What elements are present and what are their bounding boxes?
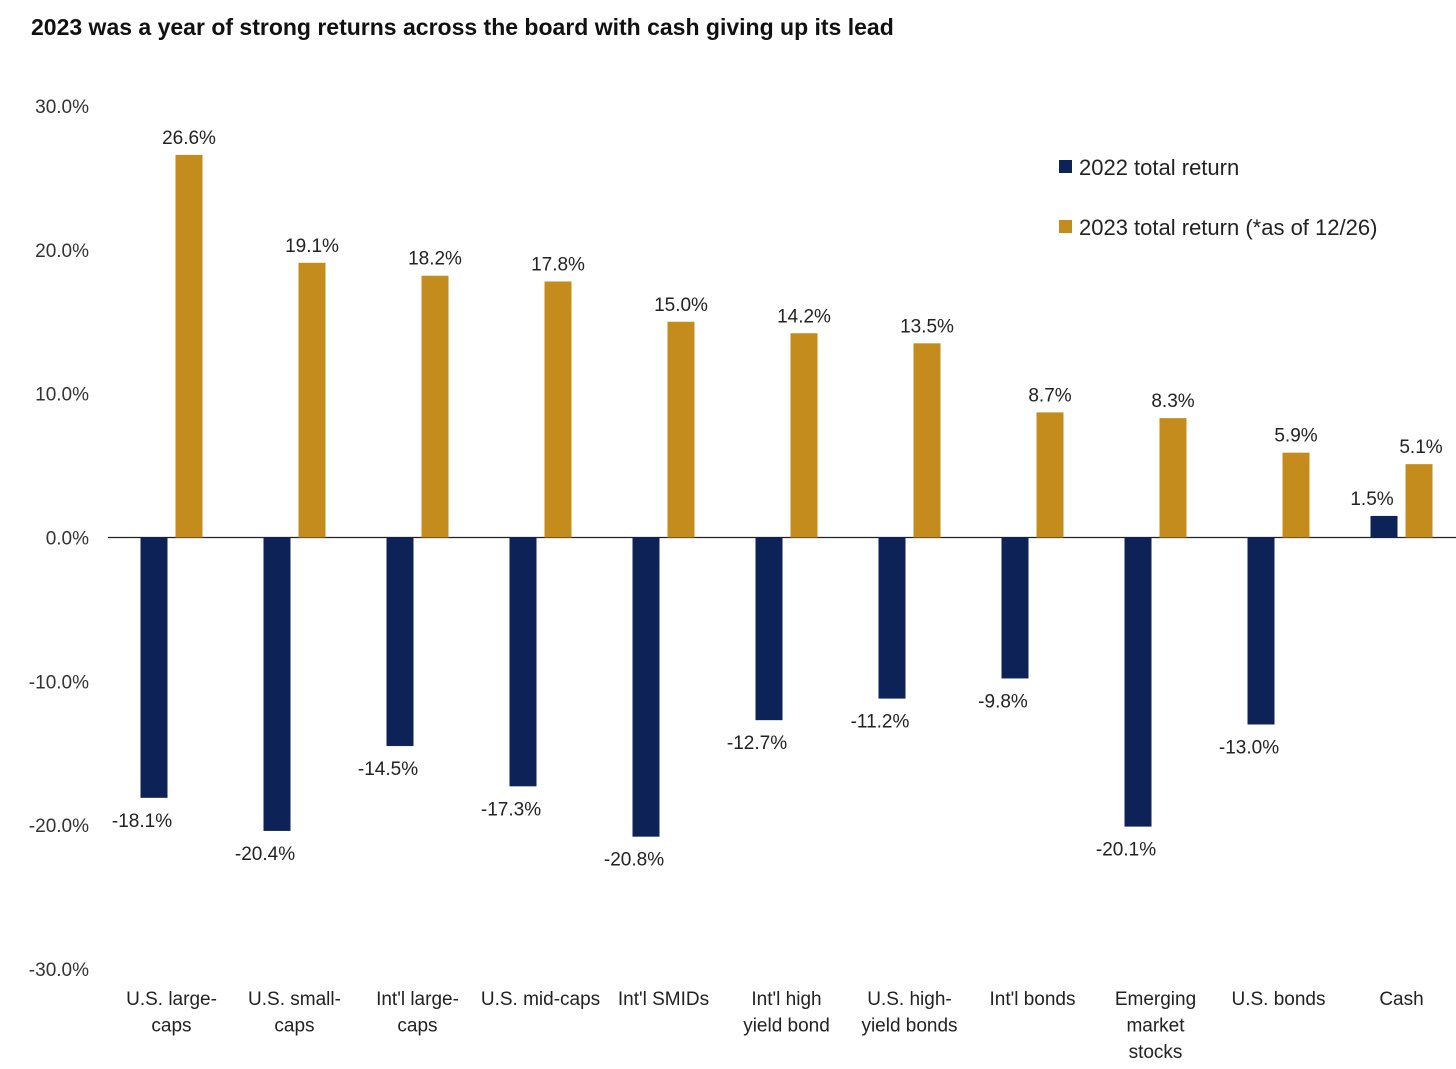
y-tick-label: 30.0%: [35, 97, 89, 118]
bar-2022: [386, 537, 414, 747]
bar-2022: [755, 537, 783, 721]
data-label-2022: -20.1%: [1096, 840, 1156, 861]
data-label-2023: 18.2%: [408, 249, 462, 270]
bar-2022: [263, 537, 291, 831]
bar-2022: [632, 537, 660, 837]
data-label-2022: -14.5%: [358, 759, 418, 780]
data-label-2022: -13.0%: [1219, 737, 1279, 758]
bar-2022: [1124, 537, 1152, 827]
y-tick-label: -20.0%: [29, 816, 89, 837]
bar-2023: [913, 343, 941, 538]
category-label-line: market: [1126, 1016, 1185, 1037]
bar-2023: [544, 281, 572, 538]
data-label-2022: -9.8%: [978, 691, 1028, 712]
bar-2023: [1405, 464, 1433, 538]
y-tick-label: -10.0%: [29, 672, 89, 693]
category-label-line: caps: [397, 1016, 437, 1037]
category-label-line: Int'l bonds: [989, 989, 1075, 1010]
y-tick-label: 20.0%: [35, 241, 89, 262]
bar-2023: [298, 262, 326, 538]
category-label-line: caps: [274, 1016, 314, 1037]
bar-2023: [175, 154, 203, 538]
data-label-2022: -18.1%: [112, 811, 172, 832]
bar-2022: [878, 537, 906, 699]
bar-2023: [421, 275, 449, 538]
category-label: Cash: [1379, 989, 1423, 1010]
category-label-line: U.S. mid-caps: [481, 989, 600, 1010]
category-label-line: U.S. small-: [248, 989, 341, 1010]
category-label: U.S. high-yield bonds: [861, 989, 957, 1037]
bar-2023: [1282, 452, 1310, 538]
data-label-2022: -12.7%: [727, 733, 787, 754]
bar-2023: [667, 321, 695, 538]
category-label: U.S. bonds: [1232, 989, 1326, 1010]
data-label-2023: 5.9%: [1274, 426, 1317, 447]
category-label: Int'l high yield bond: [743, 989, 830, 1037]
bar-2022: [140, 537, 168, 798]
bar-2022: [509, 537, 537, 787]
category-label-line: Int'l large-: [376, 989, 459, 1010]
category-label-line: yield bonds: [861, 1016, 957, 1037]
bar-2023: [1036, 412, 1064, 538]
data-label-2023: 19.1%: [285, 236, 339, 257]
category-label: Int'l SMIDs: [618, 989, 709, 1010]
bar-2023: [1159, 418, 1187, 538]
category-label-line: Cash: [1379, 989, 1423, 1010]
category-label-line: Emerging: [1115, 989, 1196, 1010]
data-label-2022: -20.8%: [604, 850, 664, 871]
category-label-line: U.S. large-: [126, 989, 217, 1010]
bar-2022: [1247, 537, 1275, 725]
bar-2022: [1370, 515, 1398, 538]
bar-2022: [1001, 537, 1029, 679]
category-label: Int'l large-caps: [376, 989, 459, 1037]
category-label-line: Int'l SMIDs: [618, 989, 709, 1010]
category-label: U.S. mid-caps: [481, 989, 600, 1010]
data-label-2023: 13.5%: [900, 316, 954, 337]
category-label-line: Int'l high: [751, 989, 821, 1010]
legend-swatch-2022: [1059, 160, 1072, 173]
data-label-2023: 8.3%: [1151, 391, 1194, 412]
category-label: Emerging market stocks: [1115, 989, 1196, 1063]
category-label: U.S. small-caps: [248, 989, 341, 1037]
data-label-2023: 14.2%: [777, 306, 831, 327]
legend-label-2022: 2022 total return: [1079, 155, 1239, 180]
category-label-line: caps: [151, 1016, 191, 1037]
category-label-line: U.S. high-: [867, 989, 951, 1010]
data-label-2023: 15.0%: [654, 295, 708, 316]
data-label-2022: -17.3%: [481, 799, 541, 820]
legend-swatch-2023: [1059, 220, 1072, 233]
data-label-2023: 17.8%: [531, 254, 585, 275]
data-label-2023: 26.6%: [162, 128, 216, 149]
y-tick-label: 10.0%: [35, 385, 89, 406]
category-label: U.S. large-caps: [126, 989, 217, 1037]
category-label-line: U.S. bonds: [1232, 989, 1326, 1010]
bar-2023: [790, 333, 818, 538]
data-label-2023: 5.1%: [1399, 437, 1442, 458]
y-tick-label: -30.0%: [29, 960, 89, 981]
data-label-2022: -11.2%: [851, 712, 910, 733]
category-label: Int'l bonds: [989, 989, 1075, 1010]
data-label-2022: -20.4%: [235, 844, 295, 865]
y-tick-label: 0.0%: [46, 529, 89, 550]
category-label-line: stocks: [1129, 1042, 1183, 1063]
data-label-2023: 8.7%: [1028, 385, 1071, 406]
legend-label-2023: 2023 total return (*as of 12/26): [1079, 215, 1377, 240]
data-label-2022: 1.5%: [1350, 489, 1393, 510]
chart-title: 2023 was a year of strong returns across…: [31, 14, 894, 40]
category-label-line: yield bond: [743, 1016, 830, 1037]
